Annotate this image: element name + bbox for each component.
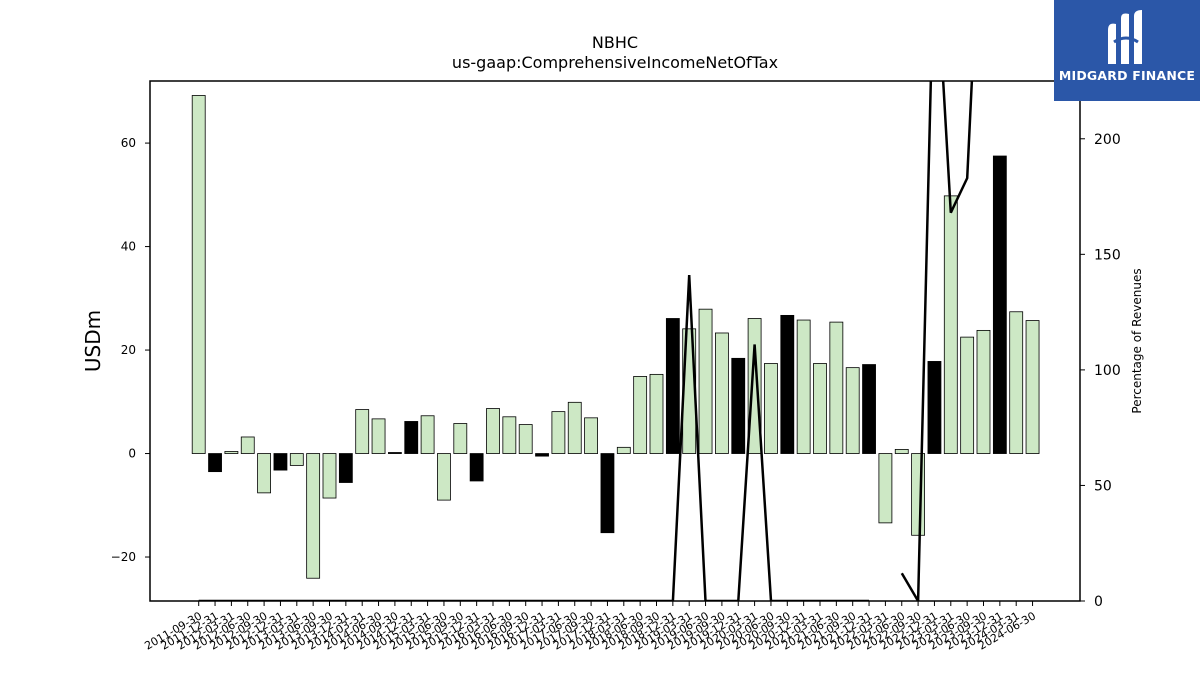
bar-2014-09-30 bbox=[387, 452, 402, 454]
x-axis: 2011-09-302011-12-312012-03-312012-06-30… bbox=[142, 601, 1038, 653]
bar-2024-03-31 bbox=[1009, 311, 1024, 454]
bar-2012-06-30 bbox=[240, 436, 255, 454]
left-tick-label: 40 bbox=[121, 240, 136, 254]
bar-2015-06-30 bbox=[437, 453, 451, 501]
right-tick-label: 50 bbox=[1094, 478, 1112, 494]
bar-2018-09-30 bbox=[649, 373, 664, 454]
bar-2023-03-31 bbox=[943, 195, 958, 454]
bar-2011-12-31 bbox=[208, 453, 222, 473]
bar-2021-03-31 bbox=[813, 363, 827, 454]
left-tick-label: −20 bbox=[111, 550, 136, 564]
bar-2018-12-31 bbox=[665, 318, 680, 454]
left-tick-label: 0 bbox=[128, 447, 136, 461]
bar-2022-03-31 bbox=[878, 453, 893, 524]
bar-2017-09-30 bbox=[584, 417, 598, 454]
bar-2023-06-30 bbox=[960, 336, 975, 454]
bar-2016-03-31 bbox=[486, 408, 500, 454]
bar-2012-09-30 bbox=[257, 453, 272, 494]
bar-2016-12-31 bbox=[535, 453, 549, 457]
bar-2018-03-31 bbox=[616, 446, 631, 454]
bar-2023-12-31 bbox=[992, 155, 1007, 454]
right-axis: 0 50 100 150 200 bbox=[1080, 132, 1121, 610]
bar-2015-12-31 bbox=[469, 453, 484, 482]
bar-2018-06-30 bbox=[633, 376, 648, 454]
bar-2016-09-30 bbox=[518, 424, 533, 454]
bar-2019-06-30 bbox=[698, 308, 713, 454]
bar-2012-03-31 bbox=[224, 451, 239, 454]
bar-2015-09-30 bbox=[453, 423, 468, 454]
brand-logo: MIDGARD FINANCE bbox=[1054, 0, 1200, 101]
bar-2020-09-30 bbox=[780, 314, 795, 454]
bar-2013-12-31 bbox=[338, 453, 353, 483]
bar-2014-03-31 bbox=[355, 409, 370, 454]
bar-2019-12-31 bbox=[731, 357, 746, 454]
bar-2022-06-30 bbox=[894, 448, 909, 454]
bar-2015-03-31 bbox=[420, 415, 435, 454]
bar-2020-03-31 bbox=[747, 318, 762, 454]
bar-2016-06-30 bbox=[502, 416, 517, 454]
left-axis: −20 0 20 40 60 bbox=[111, 136, 150, 564]
bar-2017-06-30 bbox=[567, 401, 582, 454]
percentage-line-series bbox=[198, 81, 1033, 601]
bar-2021-12-31 bbox=[862, 364, 876, 454]
bar-2013-09-30 bbox=[322, 453, 337, 499]
bar-2013-06-30 bbox=[306, 453, 321, 579]
bar-2019-09-30 bbox=[715, 332, 729, 454]
bar-2013-03-31 bbox=[289, 453, 304, 466]
bar-2014-06-30 bbox=[371, 418, 386, 454]
plot-frame bbox=[149, 80, 1081, 602]
bar-2022-12-31 bbox=[927, 361, 942, 454]
chart-subtitle: us-gaap:ComprehensiveIncomeNetOfTax bbox=[452, 53, 778, 72]
bar-series bbox=[191, 95, 1040, 579]
left-tick-label: 60 bbox=[121, 136, 136, 150]
bar-2021-06-30 bbox=[829, 321, 844, 454]
bar-2017-03-31 bbox=[551, 411, 566, 454]
brand-name: MIDGARD FINANCE bbox=[1058, 68, 1196, 83]
y-axis-label: USDm bbox=[81, 310, 105, 372]
bar-2020-12-31 bbox=[796, 319, 811, 454]
bar-2023-09-30 bbox=[976, 329, 991, 454]
bar-2011-09-30 bbox=[191, 95, 206, 454]
right-axis-label: Percentage of Revenues bbox=[1130, 268, 1144, 413]
right-tick-label: 150 bbox=[1094, 247, 1121, 263]
bar-2020-06-30 bbox=[764, 363, 778, 454]
chart-title: NBHC bbox=[592, 33, 638, 52]
right-tick-label: 0 bbox=[1094, 594, 1103, 610]
midgard-logo-icon bbox=[1108, 10, 1142, 65]
bar-2021-09-30 bbox=[845, 367, 860, 454]
bar-2024-06-30 bbox=[1025, 320, 1040, 454]
percentage-line bbox=[198, 81, 1033, 601]
right-tick-label: 100 bbox=[1094, 363, 1121, 379]
bar-2017-12-31 bbox=[600, 453, 615, 534]
bar-2014-12-31 bbox=[404, 421, 419, 454]
bar-2012-12-31 bbox=[273, 453, 288, 471]
right-tick-label: 200 bbox=[1094, 132, 1121, 148]
left-tick-label: 20 bbox=[121, 343, 136, 357]
